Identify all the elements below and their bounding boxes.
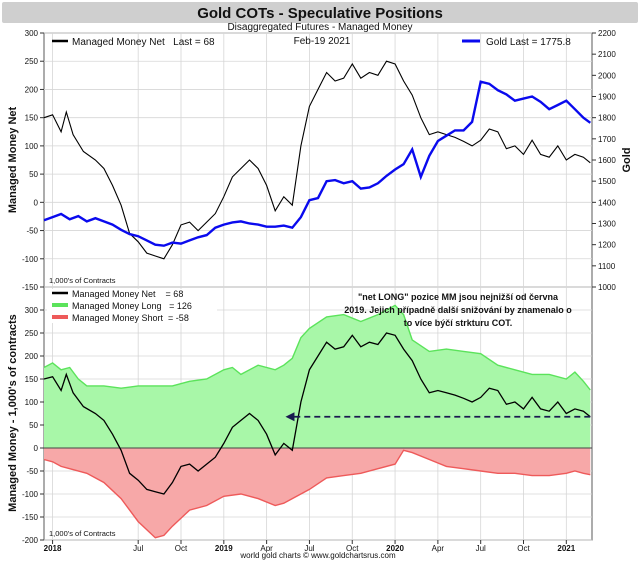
top-right-tick-label: 2100 xyxy=(598,50,616,59)
top-right-tick-label: 1100 xyxy=(598,262,616,271)
top-left-tick-label: 150 xyxy=(25,114,39,123)
annotation-arrow-head xyxy=(285,412,295,422)
top-right-tick-label: 1800 xyxy=(598,114,616,123)
x-tick-label: Apr xyxy=(260,544,273,553)
top-left-tick-label: -150 xyxy=(22,283,39,292)
top-units-note: 1,000's of Contracts xyxy=(49,276,116,285)
top-left-tick-label: -100 xyxy=(22,255,39,264)
title-bar xyxy=(2,2,638,23)
bottom-left-tick-label: -200 xyxy=(22,536,39,545)
top-right-tick-label: 1900 xyxy=(598,93,616,102)
annotation-line-3: to více býčí strkturu COT. xyxy=(404,318,513,328)
legend-gold-label: Gold Last = 1775.8 xyxy=(486,37,571,48)
top-right-tick-label: 1600 xyxy=(598,156,616,165)
bottom-left-tick-label: -150 xyxy=(22,513,39,522)
bottom-left-tick-label: 300 xyxy=(25,306,39,315)
bottom-left-tick-label: -100 xyxy=(22,490,39,499)
x-axis: 2018 Jul Oct 2019 Apr Jul Oct 2020 Apr Jul Oct 2021 xyxy=(44,540,576,553)
annotation-line-2: 2019. Jejich případně další snižování by… xyxy=(344,305,572,315)
x-tick-label: Oct xyxy=(517,544,530,553)
bottom-units-note: 1,000's of Contracts xyxy=(49,529,116,538)
bottom-left-tick-label: 250 xyxy=(25,329,39,338)
long-line xyxy=(43,304,591,391)
top-left-tick-label: 50 xyxy=(29,170,38,179)
long-area xyxy=(44,305,591,448)
bottom-left-tick-label: 200 xyxy=(25,352,39,361)
x-tick-label: Jul xyxy=(476,544,486,553)
annotation-line-1: "net LONG" pozice MM jsou nejnižší od če… xyxy=(358,292,559,302)
bottom-left-tick-label: 0 xyxy=(34,444,39,453)
short-area xyxy=(44,448,591,538)
top-right-tick-label: 1700 xyxy=(598,135,616,144)
x-tick-label: Jul xyxy=(133,544,143,553)
top-right-tick-label: 1300 xyxy=(598,220,616,229)
bottom-legend-box xyxy=(47,289,217,323)
legend-bottom-net-label: Managed Money Net = 68 xyxy=(72,289,183,299)
x-tick-label: Jul xyxy=(304,544,314,553)
top-left-tick-label: 300 xyxy=(25,29,39,38)
bottom-left-axis-title: Managed Money - 1,000's of contracts xyxy=(7,314,19,512)
top-right-tick-label: 2000 xyxy=(598,71,616,80)
short-line xyxy=(43,449,591,539)
x-tick-label: Oct xyxy=(175,544,188,553)
top-right-tick-label: 1200 xyxy=(598,241,616,250)
legend-bottom-long-label: Managed Money Long = 126 xyxy=(72,301,192,311)
x-tick-label: 2020 xyxy=(386,544,404,553)
top-right-tick-label: 1400 xyxy=(598,198,616,207)
top-left-tick-label: 200 xyxy=(25,85,39,94)
top-right-axis: 1000 1100 1200 1300 1400 1500 1600 1700 1800 1900… xyxy=(592,29,616,292)
x-tick-label: Oct xyxy=(346,544,359,553)
top-panel-frame xyxy=(43,32,593,288)
x-tick-label: 2019 xyxy=(215,544,233,553)
bottom-left-tick-label: 50 xyxy=(29,421,38,430)
top-right-axis-title: Gold xyxy=(621,147,633,172)
bottom-left-tick-label: 100 xyxy=(25,398,39,407)
x-tick-label: Apr xyxy=(432,544,445,553)
top-left-tick-label: -50 xyxy=(26,227,38,236)
top-left-tick-label: 100 xyxy=(25,142,39,151)
legend-net-label: Managed Money Net Last = 68 xyxy=(72,37,215,48)
bottom-left-axis: -200 -150 -100 -50 0 50 100 150 200 250 300 xyxy=(22,306,44,545)
top-left-axis: -150 -100 -50 0 50 100 150 200 250 300 xyxy=(22,29,44,292)
footer-credit: world gold charts © www.goldchartsrus.co… xyxy=(239,551,396,560)
top-right-tick-label: 1500 xyxy=(598,177,616,186)
top-left-tick-label: 0 xyxy=(34,198,39,207)
bottom-net-line xyxy=(43,332,591,495)
date-label: Feb-19 2021 xyxy=(294,36,351,47)
bottom-left-tick-label: 150 xyxy=(25,375,39,384)
x-tick-label: 2021 xyxy=(557,544,575,553)
legend-bottom-short-label: Managed Money Short = -58 xyxy=(72,313,189,323)
top-net-line xyxy=(43,60,591,260)
subtitle: Disaggregated Futures - Managed Money xyxy=(227,22,412,33)
chart-title: Gold COTs - Speculative Positions xyxy=(197,5,443,22)
top-left-tick-label: 250 xyxy=(25,57,39,66)
gold-line xyxy=(43,80,592,247)
top-right-tick-label: 1000 xyxy=(598,283,616,292)
bottom-left-tick-label: -50 xyxy=(26,467,38,476)
x-tick-label: 2018 xyxy=(44,544,62,553)
top-left-axis-title: Managed Money Net xyxy=(7,106,19,213)
top-right-tick-label: 2200 xyxy=(598,29,616,38)
